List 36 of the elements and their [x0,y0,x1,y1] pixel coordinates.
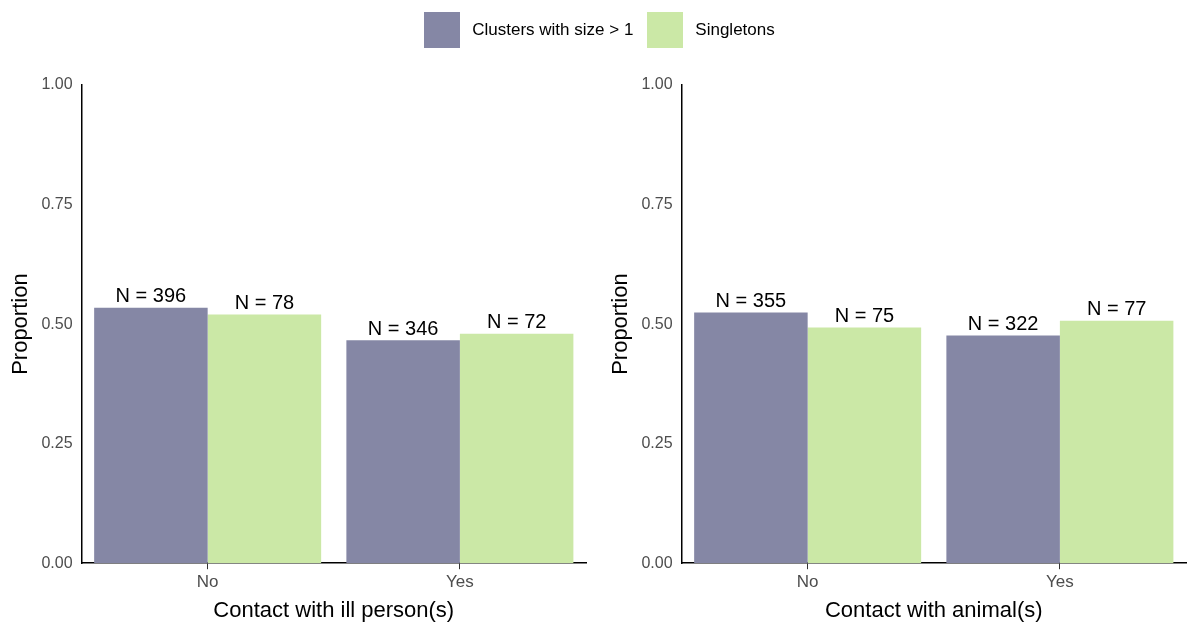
y-tick-label: 0.00 [641,553,673,571]
y-axis-title: Proportion [607,273,633,375]
x-axis-title: Contact with animal(s) [824,596,1043,622]
annotation: N = 75 [834,303,895,326]
bar [807,327,922,564]
y-tick-label: 0.50 [41,314,73,332]
y-tick-label: 1.00 [41,75,73,93]
annotation: N = 346 [367,316,439,339]
x-axis-title: Contact with ill person(s) [213,596,455,622]
x-tick-label: Yes [1046,572,1074,592]
bar [694,312,808,564]
y-tick-label: 0.00 [41,553,73,571]
y-tick-label: 0.75 [41,194,73,212]
y-axis-title: Proportion [7,273,33,375]
y-tick-label: 0.50 [641,314,673,332]
y-tick-label: 1.00 [641,75,673,93]
x-tick-label: Yes [446,572,474,592]
annotation: N = 77 [1086,297,1147,320]
annotation: N = 322 [967,312,1039,335]
y-tick-label: 0.25 [641,434,673,452]
annotation: N = 72 [486,310,547,333]
y-tick-label: 0.25 [41,434,73,452]
annotation: N = 355 [715,289,787,312]
legend-label: Singletons [695,20,775,40]
annotation: N = 396 [115,284,187,307]
x-tick-label: No [196,572,219,592]
x-tick-label: No [796,572,819,592]
bar [1059,320,1174,564]
y-tick-label: 0.75 [641,194,673,212]
bar [346,340,460,564]
bar [459,333,574,564]
bar [946,335,1060,564]
bar [94,307,208,564]
annotation: N = 78 [234,291,295,314]
bar [207,314,322,564]
legend-label: Clusters with size > 1 [472,20,634,40]
